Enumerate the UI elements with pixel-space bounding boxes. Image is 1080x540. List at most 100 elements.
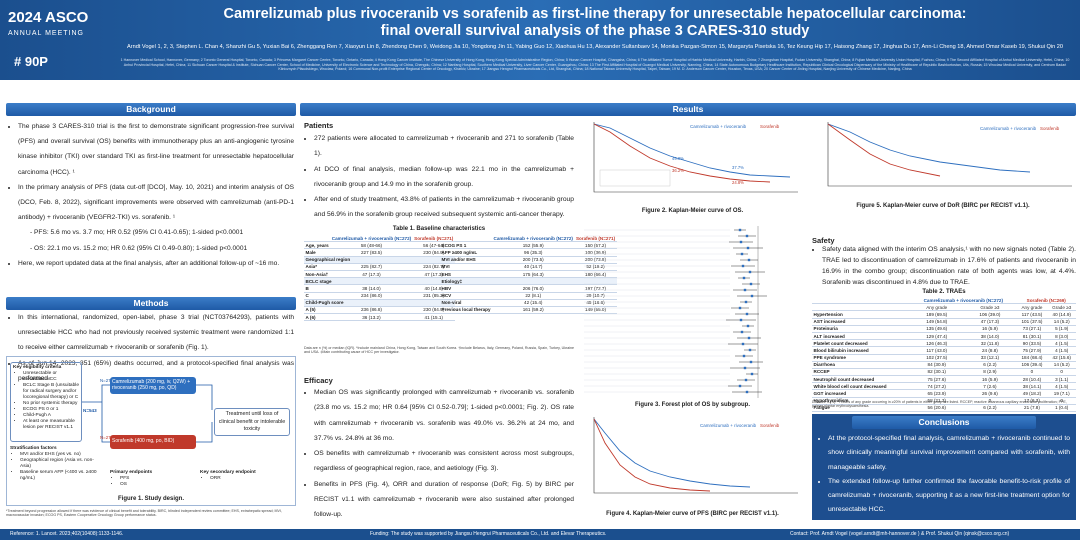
header-row: Any grade Grade ≥3 Any grade Grade ≥3 <box>812 303 1076 312</box>
table-cell: 45 (16.6) <box>574 299 617 307</box>
bullet: In the primary analysis of PFS (data cut… <box>18 180 294 226</box>
footer: Reference: 1. Lancet. 2023;402(10408):11… <box>0 529 1080 540</box>
list-item: Geographical region (Asia vs. non-Asia) <box>20 458 100 470</box>
table-cell: Fatigue <box>812 404 911 413</box>
table-cell: 4 (1.5) <box>1047 382 1076 391</box>
bullet-list: In this international, randomized, open-… <box>8 310 294 386</box>
efficacy-text: Median OS was significantly prolonged wi… <box>304 385 574 523</box>
table-cell: 40 (14.7) <box>492 263 575 271</box>
section-heading: Results <box>300 103 1076 116</box>
title: Camrelizumab plus rivoceranib vs sorafen… <box>120 6 1070 40</box>
list-item: BCLC Stage B (unsuitable for radical sur… <box>23 383 79 401</box>
table-row: Blood bilirubin increased 117 (43.0) 24 (8… <box>812 346 1076 355</box>
table-cell: B <box>304 284 331 293</box>
table-cell: 32 (11.8) <box>963 339 1017 348</box>
table-cell: AFP ≥400 ng/mL <box>440 248 493 257</box>
estimate <box>750 294 754 298</box>
n-arm: N=271 <box>100 435 114 440</box>
estimate <box>744 300 748 304</box>
list-item: OS <box>120 482 190 488</box>
table-row: Male 227 (83.5) 230 (84.9) <box>304 248 455 257</box>
estimate <box>744 378 748 382</box>
table-cell: 33 (12.1) <box>963 354 1017 362</box>
table-row: B 38 (14.0) 40 (14.8) <box>304 284 455 293</box>
list-item: Unresectable or metastatic HCC <box>23 371 79 383</box>
figure-caption: Figure 3. Forest plot of OS by subgroup. <box>634 402 750 408</box>
axis <box>593 417 798 494</box>
table-cell: 28 (10.4) <box>1016 375 1048 384</box>
header-cell: Sorafenib (N=269) <box>1016 297 1076 305</box>
table-cell: 52 (19.2) <box>574 263 617 271</box>
km-curve <box>827 123 1031 173</box>
table-cell: 175 (64.3) <box>492 270 575 279</box>
table-cell: 14 (5.2) <box>1047 361 1076 369</box>
box-title: Stratification factors <box>10 446 57 451</box>
table-row: RCCEP 82 (30.1) 8 (2.9) 0 0 <box>812 368 1076 377</box>
table-cell: 90 (33.5) <box>1016 339 1048 348</box>
axis <box>827 122 1072 187</box>
table-cell: 3 (1.1) <box>1047 375 1076 384</box>
header <box>0 0 1080 80</box>
funding: Funding: The study was supported by Jian… <box>370 531 607 537</box>
table-cell: White blood cell count decreased <box>812 382 911 391</box>
table-cell: 100 (36.9) <box>574 248 617 257</box>
table-cell: 96 (35.3) <box>492 248 575 257</box>
table-cell: 6 (2.2) <box>963 404 1017 413</box>
estimate <box>742 276 746 280</box>
table-cell: AST increased <box>812 318 911 326</box>
table-cell: 82 (30.1) <box>910 368 964 377</box>
bullet: After end of study treatment, 43.8% of p… <box>314 192 574 223</box>
table-cell: 117 (43.5) <box>1016 310 1048 319</box>
estimate <box>738 384 742 388</box>
km-pfs: Camrelizumab + rivoceranib Sorafenib <box>593 417 798 494</box>
eligibility-box: Key eligibility criteriaUnresectable or … <box>10 362 82 442</box>
table-cell: 42 (15.4) <box>492 299 575 307</box>
table-cell: Proteinuria <box>812 325 911 333</box>
table-row: A (5) 236 (86.8) 230 (84.9) <box>304 306 455 315</box>
bullet: Safety data aligned with the interim OS … <box>822 244 1076 288</box>
table-cell: PPE syndrome <box>812 354 911 362</box>
table-cell: 224 (82.7) <box>412 263 455 271</box>
table-cell: 14 (5.2) <box>1047 318 1076 326</box>
table-cell: 180 (66.4) <box>574 270 617 279</box>
table-cell: 197 (72.7) <box>574 284 617 293</box>
table-cell: 16 (5.9) <box>963 325 1017 333</box>
table-cell: Asia* <box>304 263 331 271</box>
list-item: At the protocol-specified final analysis… <box>828 432 1070 475</box>
estimate <box>750 372 754 376</box>
curve-label: 49.0% <box>672 156 684 161</box>
table-row: Asia* 225 (82.7) 224 (82.7) <box>304 263 455 271</box>
table-cell: Male <box>304 248 331 257</box>
table-cell: 135 (49.6) <box>910 325 964 333</box>
table-cell: 19 (7.1) <box>1047 389 1076 398</box>
table-cell: 206 (76.0) <box>492 284 575 293</box>
header-cell: Camrelizumab + rivoceranib (N=272) <box>910 297 1017 305</box>
table-cell: 41 (15.1) <box>412 313 455 322</box>
estimate <box>743 288 747 292</box>
background-text: The phase 3 CARES-310 trial is the first… <box>8 119 294 271</box>
contact: Contact: Prof. Arndt Vogel (vogel.arndt@… <box>790 531 1010 537</box>
table-cell: HCV <box>440 292 493 300</box>
table-cell: 101 (37.5) <box>1016 318 1048 326</box>
table-cell: Etiology‡ <box>440 277 617 286</box>
estimate <box>738 306 742 310</box>
safety-text: Safety data aligned with the interim OS … <box>812 244 1076 288</box>
legend-entry: Sorafenib <box>760 124 780 129</box>
km-curve <box>593 418 751 488</box>
table-cell: 36 (13.2) <box>330 313 413 322</box>
table-cell: 47 (17.3) <box>963 318 1017 326</box>
table-cell: 58 (21.3) <box>910 397 964 405</box>
table-cell: 73 (27.1) <box>1016 325 1048 333</box>
table-cell: 74 (27.2) <box>910 382 964 391</box>
km-dor: Camrelizumab + rivoceranib Sorafenib <box>827 122 1072 187</box>
table-row: White blood cell count decreased 74 (27.2… <box>812 382 1076 391</box>
section-heading: Methods <box>6 297 296 310</box>
bullet: The phase 3 CARES-310 trial is the first… <box>18 119 294 180</box>
footnote: *Treatment beyond progression allowed if… <box>6 509 282 518</box>
estimate <box>738 228 742 232</box>
treatment-box: Treatment until loss of clinical benefit… <box>214 408 290 436</box>
table-cell: 8 (3.0) <box>1047 332 1076 341</box>
figure-caption: Figure 4. Kaplan-Meier curve of PFS (BIR… <box>606 511 779 517</box>
table-cell: 234 (86.0) <box>330 292 413 300</box>
table-cell: Child-Pugh score <box>304 299 455 307</box>
